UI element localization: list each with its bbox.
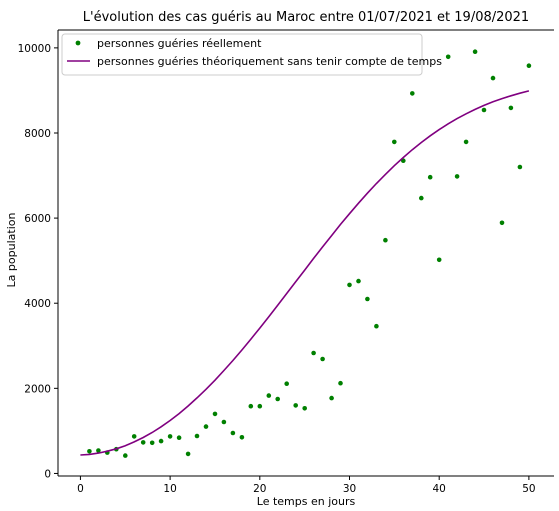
data-point [508, 105, 514, 111]
y-tick-label: 4000 [24, 298, 51, 310]
data-point [176, 435, 182, 441]
y-tick-label: 0 [44, 468, 51, 480]
data-point [239, 435, 245, 440]
series-line-theoretical [80, 90, 530, 456]
y-tick-label: 8000 [24, 128, 51, 140]
data-point [185, 451, 191, 457]
y-axis-label: La population [5, 213, 18, 288]
legend: personnes guéries réellement personnes g… [61, 33, 442, 76]
x-axis-label: Le temps en jours [257, 495, 356, 508]
data-point [221, 419, 227, 425]
data-point [445, 54, 451, 60]
data-point [203, 424, 209, 429]
data-point [149, 440, 155, 446]
data-point [499, 220, 505, 226]
data-point [365, 296, 370, 302]
data-point [419, 195, 424, 201]
data-point [481, 107, 487, 113]
legend-label-real: personnes guéries réellement [97, 37, 262, 50]
data-point [383, 237, 388, 243]
data-point [517, 164, 523, 170]
chart-title: L'évolution des cas guéris au Maroc entr… [83, 10, 529, 25]
data-point [275, 396, 281, 402]
data-point [356, 278, 361, 284]
data-point [374, 323, 379, 329]
y-tick-label: 6000 [24, 213, 51, 225]
data-point [293, 403, 299, 408]
y-tick-label: 2000 [24, 383, 51, 395]
legend-label-theoretical: personnes guéries théoriquement sans ten… [97, 55, 442, 68]
data-point [194, 433, 200, 439]
x-tick-label: 30 [343, 483, 356, 495]
data-point [302, 406, 308, 411]
data-point [96, 448, 101, 453]
data-point [347, 282, 352, 288]
data-point [311, 350, 316, 356]
data-point [392, 139, 397, 145]
x-tick-label: 0 [77, 483, 84, 495]
data-point [230, 430, 236, 436]
data-point [463, 139, 469, 145]
data-point [167, 434, 173, 439]
data-point [123, 453, 128, 458]
data-point [284, 381, 290, 387]
x-tick-label: 20 [253, 483, 266, 495]
data-point [410, 91, 415, 96]
x-tick-label: 40 [433, 483, 446, 495]
data-point [87, 449, 92, 454]
data-point [436, 257, 442, 263]
x-tick-label: 10 [163, 483, 176, 495]
data-point [257, 403, 263, 409]
data-point [329, 395, 334, 401]
data-point [320, 356, 325, 362]
legend-box [61, 33, 423, 76]
y-tick-label: 10000 [18, 43, 51, 55]
data-point [212, 411, 218, 417]
data-point [526, 63, 532, 68]
x-tick-label: 50 [522, 483, 535, 495]
data-point [248, 403, 254, 409]
data-point [427, 174, 433, 180]
data-point [338, 380, 343, 386]
legend-marker-real [75, 40, 81, 46]
data-point [140, 440, 146, 445]
data-point [131, 434, 137, 439]
data-point [490, 75, 496, 81]
data-point [266, 393, 272, 398]
data-point [472, 49, 478, 54]
data-point [158, 438, 164, 444]
data-point [454, 174, 460, 179]
